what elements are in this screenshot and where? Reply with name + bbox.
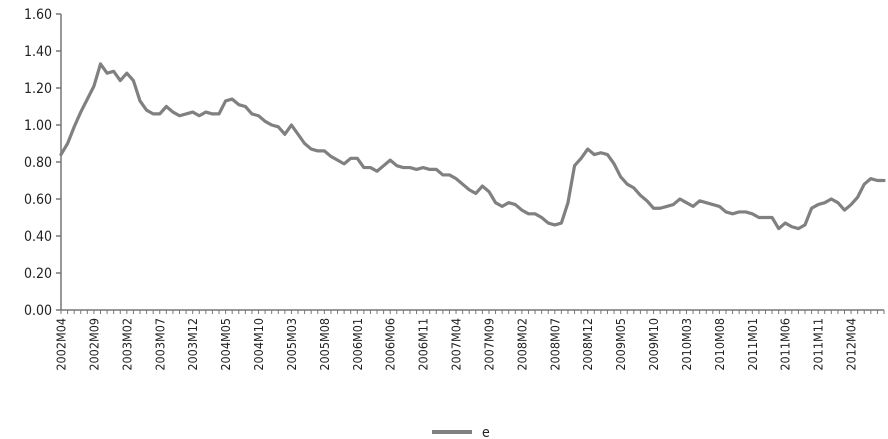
x-tick-label: 2008M02 bbox=[514, 318, 529, 371]
y-tick-label: 1.40 bbox=[24, 44, 52, 60]
y-axis-ticks: 0.00 0.20 0.40 0.60 0.80 1.00 1.20 1.40 1.60 bbox=[24, 7, 61, 319]
x-tick-label: 2003M02 bbox=[119, 318, 134, 371]
x-tick-label: 2011M11 bbox=[811, 318, 826, 371]
x-tick-label: 2003M12 bbox=[185, 318, 200, 371]
x-tick-label: 2004M05 bbox=[218, 318, 233, 371]
x-tick-label: 2009M05 bbox=[613, 318, 628, 371]
x-tick-label: 2005M08 bbox=[317, 318, 332, 371]
x-tick-label: 2008M12 bbox=[580, 318, 595, 371]
x-tick-label: 2007M09 bbox=[481, 318, 496, 371]
x-tick-label: 2007M04 bbox=[449, 318, 464, 371]
series-line-e bbox=[59, 62, 886, 231]
x-tick-label: 2003M07 bbox=[152, 318, 167, 371]
x-tick-label: 2011M01 bbox=[745, 318, 760, 371]
y-tick-label: 0.00 bbox=[24, 303, 52, 319]
y-tick-label: 1.60 bbox=[24, 7, 52, 23]
legend: e bbox=[432, 425, 490, 439]
legend-label-e: e bbox=[482, 425, 490, 439]
x-axis-ticks: 2002M04 2002M09 2003M02 2003M07 2003M12 2004M… bbox=[54, 310, 885, 371]
x-tick-label: 2010M03 bbox=[679, 318, 694, 371]
y-tick-label: 1.20 bbox=[24, 81, 52, 97]
y-tick-label: 0.60 bbox=[24, 192, 52, 208]
x-tick-label: 2009M10 bbox=[646, 318, 661, 371]
y-tick-label: 0.80 bbox=[24, 155, 52, 171]
x-tick-label: 2006M01 bbox=[350, 318, 365, 371]
x-tick-label: 2011M06 bbox=[778, 318, 793, 371]
y-tick-label: 1.00 bbox=[24, 118, 52, 134]
x-tick-label: 2006M11 bbox=[416, 318, 431, 371]
x-tick-label: 2006M06 bbox=[383, 318, 398, 371]
x-tick-label: 2005M03 bbox=[284, 318, 299, 371]
x-tick-label: 2002M09 bbox=[86, 318, 101, 371]
y-tick-label: 0.20 bbox=[24, 266, 52, 282]
x-tick-label: 2010M08 bbox=[712, 318, 727, 371]
x-tick-label: 2004M10 bbox=[251, 318, 266, 371]
series-layer bbox=[59, 62, 886, 231]
x-tick-label: 2012M04 bbox=[844, 318, 859, 371]
x-tick-label: 2002M04 bbox=[54, 318, 69, 371]
y-tick-label: 0.40 bbox=[24, 229, 52, 245]
x-tick-label: 2008M07 bbox=[547, 318, 562, 371]
